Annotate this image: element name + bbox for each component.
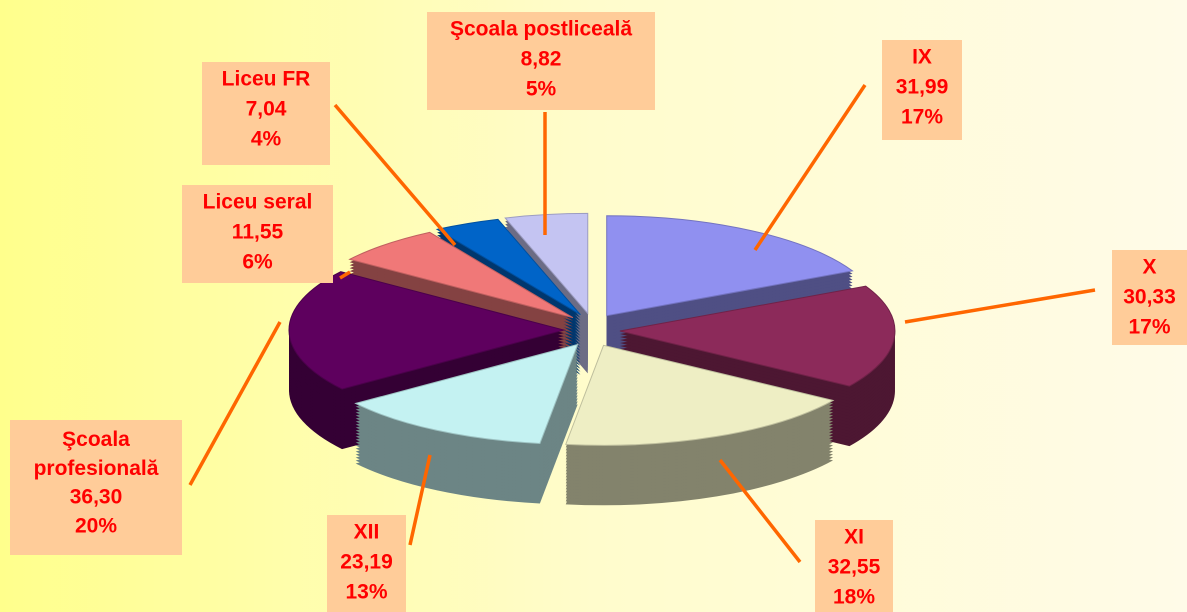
category-label: Liceu seral [203,191,313,214]
leader-line [333,103,457,247]
leader-line [718,458,802,564]
percent-label: 20% [75,515,117,538]
slice [565,344,835,446]
value-label: 31,99 [896,76,949,99]
category-label: XII [354,521,380,544]
label-box [815,520,893,612]
value-label: 7,04 [246,98,287,121]
leader-line [753,84,867,251]
category-label: X [1142,256,1156,279]
percent-label: 17% [901,106,943,129]
percent-label: 6% [242,251,273,274]
label-box [327,515,406,612]
value-label: 23,19 [340,551,393,574]
category-label: Şcoala profesională [34,428,159,480]
slice [435,218,581,316]
leader-line [408,454,432,546]
leader-line [188,321,282,486]
percent-label: 4% [251,128,282,151]
value-label: 36,30 [70,486,123,509]
category-label: IX [912,46,932,69]
category-label-line: profesională [34,457,159,480]
value-label: 32,55 [828,556,881,579]
label-box [882,40,962,140]
percent-label: 5% [526,78,557,101]
category-label-line: Şcoala [62,428,130,451]
label-box [202,62,330,165]
category-label: Şcoala postliceală [450,18,632,41]
leader-line [904,288,1096,324]
slice [348,231,574,319]
percent-label: 13% [345,581,387,604]
value-label: 11,55 [232,221,284,244]
slice [354,343,579,444]
label-box [10,420,182,555]
slice [606,215,854,317]
slice [619,285,896,387]
slice [288,271,566,390]
percent-label: 18% [833,586,875,609]
leader-line [339,270,351,280]
label-box [182,185,333,283]
category-label: Liceu FR [222,68,311,91]
category-label: XI [844,526,864,549]
label-box [1112,250,1187,345]
percent-label: 17% [1128,316,1170,339]
label-box [427,12,655,110]
value-label: 8,82 [521,48,562,71]
value-label: 30,33 [1123,286,1176,309]
